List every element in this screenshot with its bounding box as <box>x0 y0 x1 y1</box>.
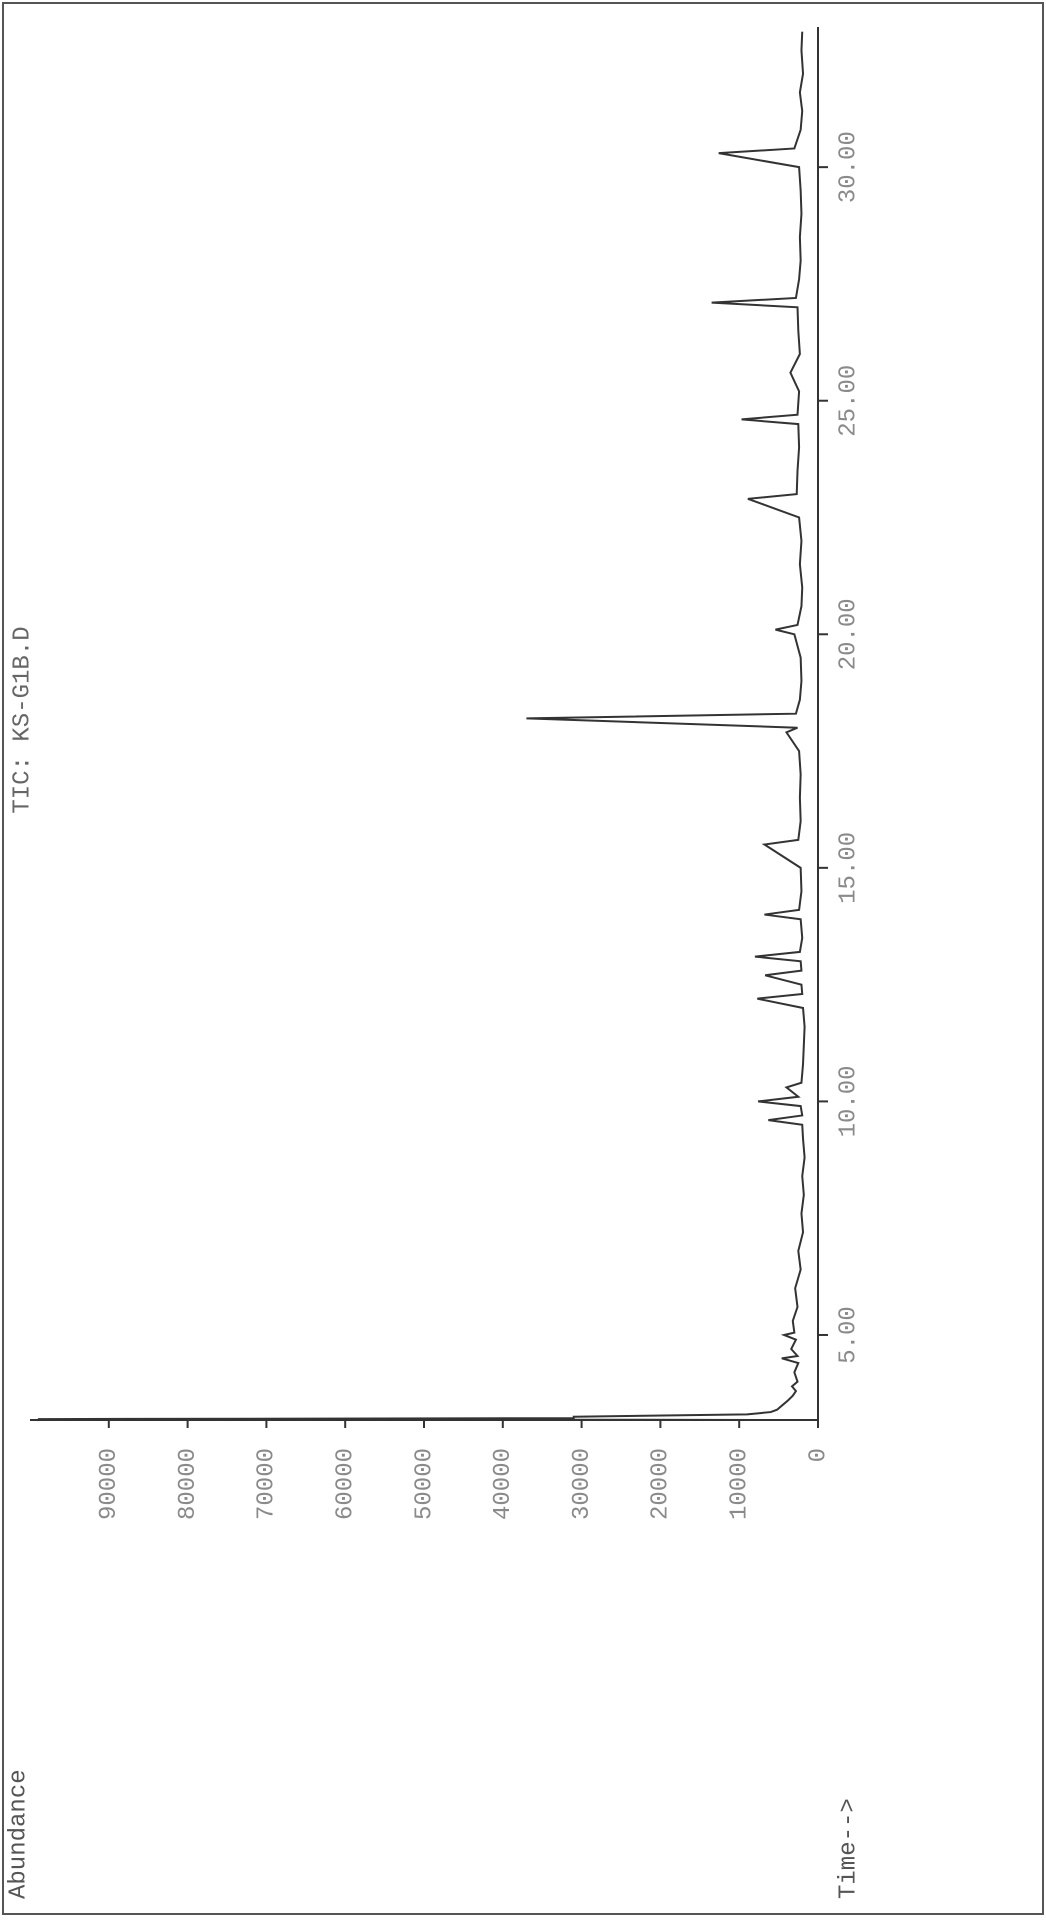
tic-trace <box>37 31 807 1421</box>
x-tick-label: 10.00 <box>835 1065 862 1137</box>
x-axis-label: Time--> <box>835 1798 862 1899</box>
y-tick-label: 50000 <box>411 1448 438 1520</box>
y-tick-label: 70000 <box>254 1448 281 1520</box>
y-tick-label: 40000 <box>490 1448 517 1520</box>
y-tick-label: 90000 <box>96 1448 123 1520</box>
x-tick-label: 5.00 <box>835 1306 862 1364</box>
x-tick-label: 30.00 <box>835 131 862 203</box>
chart-title: TIC: KS-G1B.D <box>9 626 36 813</box>
y-tick-label: 20000 <box>648 1448 675 1520</box>
x-tick-label: 15.00 <box>835 832 862 904</box>
x-tick-label: 25.00 <box>835 365 862 437</box>
rotated-plot: TIC: KS-G1B.D Abundance Time--> 0 10000 20… <box>5 27 862 1899</box>
y-tick-label: 0 <box>805 1448 832 1462</box>
x-tick-label: 20.00 <box>835 598 862 670</box>
y-tick-label: 60000 <box>333 1448 360 1520</box>
y-axis-label: Abundance <box>5 1769 32 1899</box>
y-tick-label: 30000 <box>569 1448 596 1520</box>
y-tick-label: 10000 <box>727 1448 754 1520</box>
y-tick-label: 80000 <box>175 1448 202 1520</box>
